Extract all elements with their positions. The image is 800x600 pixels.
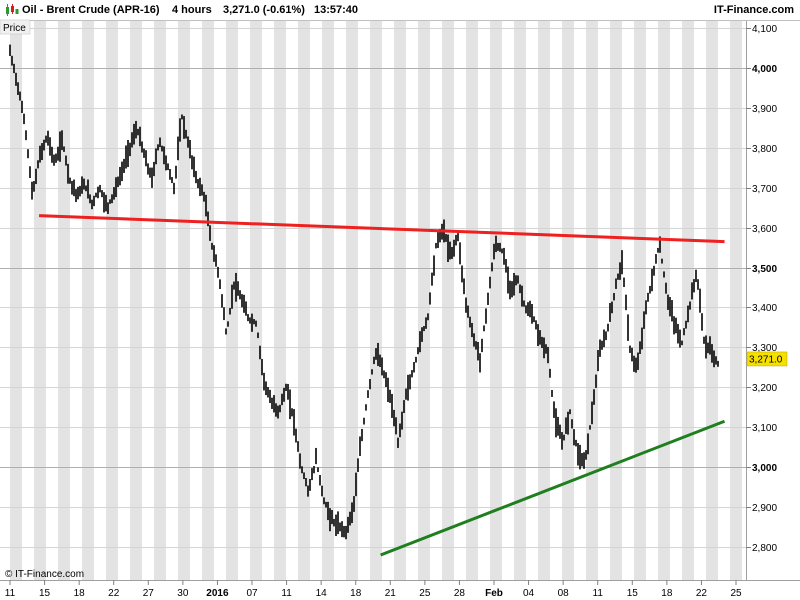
x-tick-label: Feb bbox=[485, 588, 503, 599]
x-tick-label: 14 bbox=[316, 588, 328, 599]
x-tick-label: 2016 bbox=[206, 588, 229, 599]
session-stripe bbox=[346, 21, 358, 580]
session-stripe bbox=[58, 21, 70, 580]
x-tick-label: 22 bbox=[696, 588, 708, 599]
x-tick-label: 22 bbox=[108, 588, 120, 599]
y-tick-label: 3,500 bbox=[752, 264, 777, 275]
y-tick-label: 2,800 bbox=[752, 543, 777, 554]
y-axis-ticks: 4,100 4,000 3,900 3,800 3,700 3,600 3,500 3,400… bbox=[746, 24, 777, 554]
session-stripe bbox=[178, 21, 190, 580]
session-stripe bbox=[34, 21, 46, 580]
session-stripe bbox=[610, 21, 622, 580]
session-stripe bbox=[658, 21, 670, 580]
y-tick-label: 3,600 bbox=[752, 224, 777, 235]
x-tick-label: 15 bbox=[39, 588, 51, 599]
brand-label: IT-Finance.com bbox=[713, 4, 794, 16]
session-stripe bbox=[538, 21, 550, 580]
y-tick-label: 3,000 bbox=[752, 463, 777, 474]
y-tick-label: 3,300 bbox=[752, 343, 777, 354]
chart-header: Oil - Brent Crude (APR-16) 4 hours 3,271… bbox=[0, 0, 800, 21]
instrument-name: Oil - Brent Crude (APR-16) bbox=[22, 4, 160, 16]
session-stripe bbox=[106, 21, 118, 580]
session-stripe bbox=[154, 21, 166, 580]
time-stripes bbox=[10, 21, 742, 580]
session-stripe bbox=[394, 21, 406, 580]
session-stripe bbox=[466, 21, 478, 580]
session-stripe bbox=[298, 21, 310, 580]
session-stripe bbox=[130, 21, 142, 580]
session-stripe bbox=[10, 21, 22, 580]
session-stripe bbox=[682, 21, 694, 580]
session-stripe bbox=[514, 21, 526, 580]
x-tick-label: 27 bbox=[143, 588, 155, 599]
candlestick-chart-icon bbox=[6, 4, 19, 16]
x-tick-label: 25 bbox=[730, 588, 742, 599]
horizontal-gridlines bbox=[0, 28, 746, 548]
session-stripe bbox=[250, 21, 262, 580]
session-stripe bbox=[370, 21, 382, 580]
y-tick-label: 3,200 bbox=[752, 383, 777, 394]
timestamp: 13:57:40 bbox=[314, 4, 359, 16]
x-tick-label: 11 bbox=[281, 588, 292, 599]
last-price-change: 3,271.0 (-0.61%) bbox=[223, 4, 305, 16]
session-stripe bbox=[274, 21, 286, 580]
copyright-credit: © IT-Finance.com bbox=[5, 569, 84, 580]
price-series bbox=[9, 44, 719, 540]
session-stripe bbox=[706, 21, 718, 580]
y-tick-label: 3,900 bbox=[752, 104, 777, 115]
y-tick-label: 3,700 bbox=[752, 184, 777, 195]
x-tick-label: 28 bbox=[454, 588, 466, 599]
session-stripe bbox=[322, 21, 334, 580]
x-tick-label: 11 bbox=[5, 588, 16, 599]
x-tick-label: 18 bbox=[350, 588, 362, 599]
current-price-label: 3,271.0 bbox=[749, 354, 783, 365]
price-panel-label: Price bbox=[0, 19, 31, 35]
y-tick-label: 4,000 bbox=[752, 64, 777, 75]
session-stripe bbox=[418, 21, 430, 580]
x-tick-label: 07 bbox=[246, 588, 258, 599]
current-price-tag: 3,271.0 bbox=[746, 351, 788, 367]
x-axis-ticks: 11 15 18 22 27 30 2016 07 11 14 18 21 25 28 Feb 04 08 11 1… bbox=[5, 580, 742, 599]
session-stripe bbox=[562, 21, 574, 580]
session-stripe bbox=[82, 21, 94, 580]
x-tick-label: 18 bbox=[661, 588, 673, 599]
session-stripe bbox=[490, 21, 502, 580]
y-tick-label: 2,900 bbox=[752, 503, 777, 514]
interval-label: 4 hours bbox=[172, 4, 212, 16]
y-tick-label: 3,800 bbox=[752, 144, 777, 155]
x-tick-label: 15 bbox=[627, 588, 639, 599]
price-label-text: Price bbox=[3, 23, 26, 34]
x-tick-label: 21 bbox=[385, 588, 397, 599]
session-stripe bbox=[442, 21, 454, 580]
x-tick-label: 11 bbox=[593, 588, 604, 599]
session-stripe bbox=[730, 21, 742, 580]
x-tick-label: 30 bbox=[177, 588, 189, 599]
x-tick-label: 04 bbox=[523, 588, 535, 599]
x-tick-label: 18 bbox=[74, 588, 86, 599]
resistance-trendline bbox=[38, 214, 725, 244]
session-stripe bbox=[586, 21, 598, 580]
y-tick-label: 3,100 bbox=[752, 423, 777, 434]
x-tick-label: 08 bbox=[558, 588, 570, 599]
session-stripe bbox=[202, 21, 214, 580]
x-tick-label: 25 bbox=[419, 588, 431, 599]
session-stripe bbox=[634, 21, 646, 580]
y-tick-label: 4,100 bbox=[752, 24, 777, 35]
y-tick-label: 3,400 bbox=[752, 303, 777, 314]
support-trendline bbox=[380, 419, 726, 557]
